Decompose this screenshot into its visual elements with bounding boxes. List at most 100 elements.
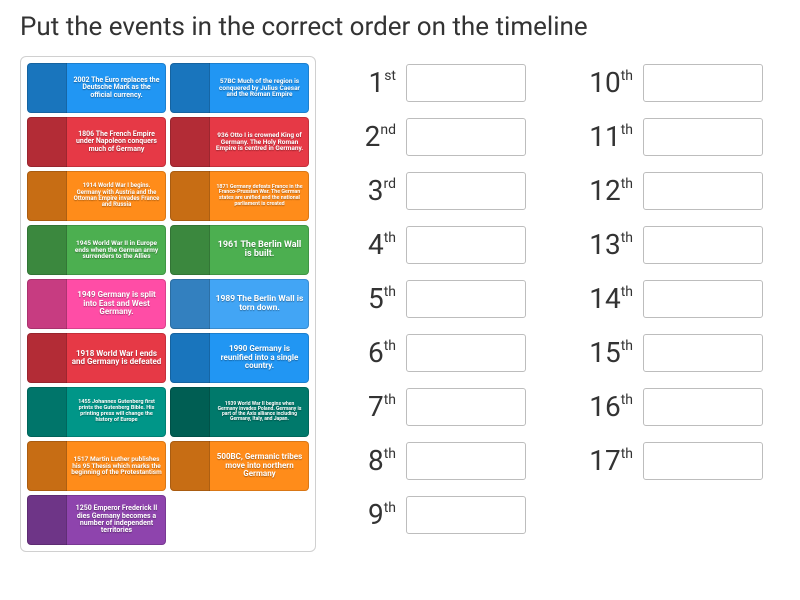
event-card[interactable]: 1949 Germany is split into East and West… — [27, 279, 166, 329]
ordinal-label: 2nd — [334, 123, 396, 151]
card-image-placeholder — [170, 117, 210, 167]
timeline-slot: 3rd — [334, 164, 543, 218]
timeline-slot: 10th — [571, 56, 780, 110]
event-card[interactable]: 1914 World War I begins. Germany with Au… — [27, 171, 166, 221]
timeline-slot: 11th — [571, 110, 780, 164]
dropzone[interactable] — [406, 496, 526, 534]
card-text: 1517 Martin Luther publishes his 95 Thes… — [67, 441, 166, 491]
card-image-placeholder — [27, 495, 67, 545]
card-image-placeholder — [170, 279, 210, 329]
card-image-placeholder — [170, 387, 210, 437]
dropzone[interactable] — [406, 334, 526, 372]
dropzone[interactable] — [643, 172, 763, 210]
card-text: 1871 Germany defeats France in the Franc… — [210, 171, 309, 221]
event-card[interactable]: 1939 World War II begins when Germany in… — [170, 387, 309, 437]
dropzone[interactable] — [406, 118, 526, 156]
dropzone[interactable] — [643, 118, 763, 156]
card-image-placeholder — [27, 441, 67, 491]
dropzone[interactable] — [643, 226, 763, 264]
timeline-slot: 5th — [334, 272, 543, 326]
card-image-placeholder — [170, 63, 210, 113]
dropzone[interactable] — [406, 172, 526, 210]
ordinal-label: 5th — [334, 285, 396, 313]
ordinal-label: 13th — [571, 231, 633, 259]
card-image-placeholder — [27, 117, 67, 167]
event-card[interactable]: 1806 The French Empire under Napoleon co… — [27, 117, 166, 167]
timeline-slot: 12th — [571, 164, 780, 218]
event-card[interactable]: 936 Otto I is crowned King of Germany. T… — [170, 117, 309, 167]
event-card[interactable]: 1918 World War I ends and Germany is def… — [27, 333, 166, 383]
ordinal-label: 1st — [334, 69, 396, 97]
card-text: 1990 Germany is reunified into a single … — [210, 333, 309, 383]
card-text: 1806 The French Empire under Napoleon co… — [67, 117, 166, 167]
card-text: 1989 The Berlin Wall is torn down. — [210, 279, 309, 329]
event-card[interactable]: 1990 Germany is reunified into a single … — [170, 333, 309, 383]
timeline-slot: 4th — [334, 218, 543, 272]
event-card[interactable]: 1989 The Berlin Wall is torn down. — [170, 279, 309, 329]
ordinal-label: 3rd — [334, 177, 396, 205]
page-title: Put the events in the correct order on t… — [20, 12, 780, 42]
event-card[interactable]: 1455 Johannes Gutenberg first prints the… — [27, 387, 166, 437]
card-text: 1961 The Berlin Wall is built. — [210, 225, 309, 275]
ordinal-label: 9th — [334, 501, 396, 529]
ordinal-label: 17th — [571, 447, 633, 475]
card-text: 936 Otto I is crowned King of Germany. T… — [210, 117, 309, 167]
card-text: 1939 World War II begins when Germany in… — [210, 387, 309, 437]
card-text: 1918 World War I ends and Germany is def… — [67, 333, 166, 383]
card-text: 1949 Germany is split into East and West… — [67, 279, 166, 329]
event-card[interactable]: 1961 The Berlin Wall is built. — [170, 225, 309, 275]
timeline-slot: 1st — [334, 56, 543, 110]
ordinal-label: 14th — [571, 285, 633, 313]
ordinal-label: 16th — [571, 393, 633, 421]
card-image-placeholder — [27, 333, 67, 383]
ordinal-label: 15th — [571, 339, 633, 367]
card-text: 500BC, Germanic tribes move into norther… — [210, 441, 309, 491]
cards-panel: 2002 The Euro replaces the Deutsche Mark… — [20, 56, 316, 552]
timeline-slot: 7th — [334, 380, 543, 434]
ordinal-label: 7th — [334, 393, 396, 421]
event-card[interactable]: 1517 Martin Luther publishes his 95 Thes… — [27, 441, 166, 491]
dropzone[interactable] — [643, 388, 763, 426]
card-image-placeholder — [27, 387, 67, 437]
dropzone[interactable] — [406, 64, 526, 102]
timeline-slot: 14th — [571, 272, 780, 326]
timeline-slot: 6th — [334, 326, 543, 380]
card-text: 2002 The Euro replaces the Deutsche Mark… — [67, 63, 166, 113]
dropzone[interactable] — [643, 64, 763, 102]
card-text: 1945 World War II in Europe ends when th… — [67, 225, 166, 275]
card-image-placeholder — [27, 171, 67, 221]
card-image-placeholder — [170, 333, 210, 383]
card-image-placeholder — [27, 225, 67, 275]
ordinal-label: 12th — [571, 177, 633, 205]
event-card[interactable]: 1945 World War II in Europe ends when th… — [27, 225, 166, 275]
event-card[interactable]: 57BC Much of the region is conquered by … — [170, 63, 309, 113]
timeline-slot: 13th — [571, 218, 780, 272]
ordinal-label: 8th — [334, 447, 396, 475]
dropzone[interactable] — [643, 442, 763, 480]
event-card[interactable]: 1871 Germany defeats France in the Franc… — [170, 171, 309, 221]
dropzone[interactable] — [406, 388, 526, 426]
timeline-slot: 17th — [571, 434, 780, 488]
card-text: 57BC Much of the region is conquered by … — [210, 63, 309, 113]
timeline-slot: 9th — [334, 488, 543, 542]
ordinal-label: 6th — [334, 339, 396, 367]
event-card[interactable]: 1250 Emperor Frederick II dies Germany b… — [27, 495, 166, 545]
timeline-slot: 2nd — [334, 110, 543, 164]
event-card[interactable]: 2002 The Euro replaces the Deutsche Mark… — [27, 63, 166, 113]
timeline-slot: 8th — [334, 434, 543, 488]
timeline-slot: 16th — [571, 380, 780, 434]
dropzone[interactable] — [406, 280, 526, 318]
timeline-slot: 15th — [571, 326, 780, 380]
event-card[interactable]: 500BC, Germanic tribes move into norther… — [170, 441, 309, 491]
timeline-slots: 1st 2nd 3rd 4th 5th 6th 7th 8th 9th 10th 11th 12th 1… — [334, 56, 780, 552]
ordinal-label: 11th — [571, 123, 633, 151]
card-text: 1250 Emperor Frederick II dies Germany b… — [67, 495, 166, 545]
dropzone[interactable] — [643, 334, 763, 372]
dropzone[interactable] — [643, 280, 763, 318]
dropzone[interactable] — [406, 442, 526, 480]
card-image-placeholder — [170, 171, 210, 221]
ordinal-label: 10th — [571, 69, 633, 97]
card-text: 1914 World War I begins. Germany with Au… — [67, 171, 166, 221]
dropzone[interactable] — [406, 226, 526, 264]
card-image-placeholder — [27, 279, 67, 329]
